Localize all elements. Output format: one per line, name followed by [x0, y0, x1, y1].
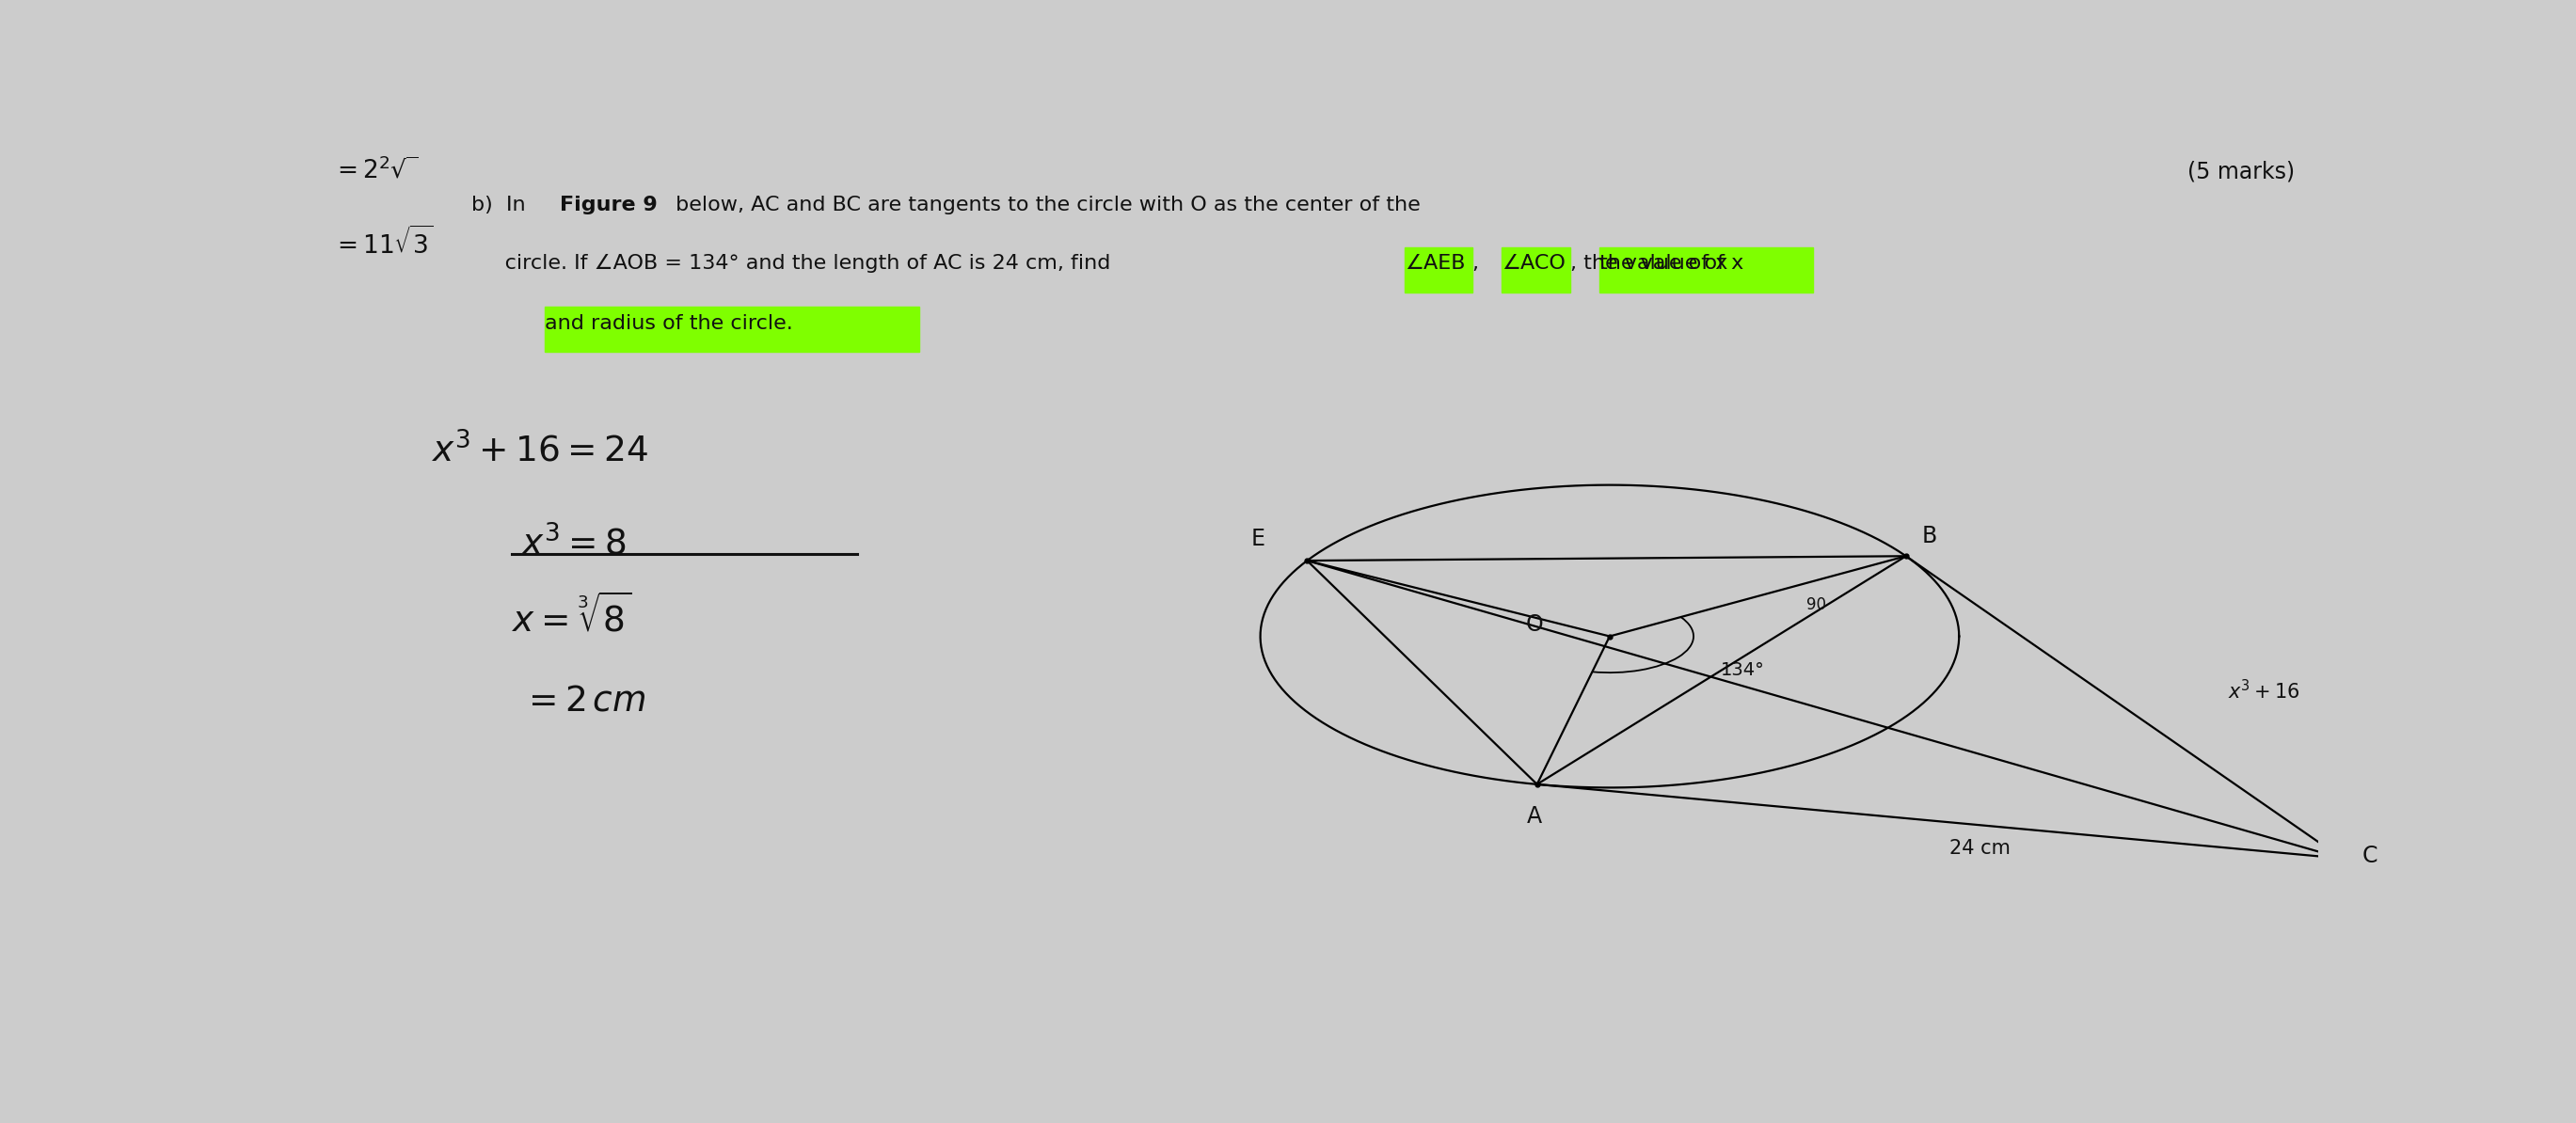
Text: below, AC and BC are tangents to the circle with O as the center of the: below, AC and BC are tangents to the cir…	[670, 195, 1422, 214]
Text: ∠ACO: ∠ACO	[1502, 254, 1566, 273]
Text: E: E	[1252, 527, 1265, 550]
Text: Figure 9: Figure 9	[559, 195, 657, 214]
Text: O: O	[1525, 613, 1543, 636]
Text: ∠AEB: ∠AEB	[1404, 254, 1466, 273]
Text: A: A	[1528, 805, 1543, 828]
Text: and radius of the circle.: and radius of the circle.	[544, 313, 793, 332]
Text: (5 marks): (5 marks)	[2187, 161, 2295, 183]
Text: , the value of x: , the value of x	[1571, 254, 1728, 273]
Text: 24 cm: 24 cm	[1950, 839, 2009, 858]
Text: $x^3 + 16$: $x^3 + 16$	[2228, 678, 2300, 702]
Text: b)  In: b) In	[471, 195, 533, 214]
Text: 134°: 134°	[1721, 661, 1765, 679]
Text: ,: ,	[1473, 254, 1486, 273]
FancyBboxPatch shape	[1600, 247, 1814, 292]
FancyBboxPatch shape	[1502, 247, 1571, 292]
Text: C: C	[2362, 844, 2378, 867]
Text: $x^3 = 8$: $x^3 = 8$	[520, 526, 626, 563]
FancyBboxPatch shape	[1404, 247, 1473, 292]
Text: $x^3+16 = 24$: $x^3+16 = 24$	[433, 433, 649, 469]
FancyBboxPatch shape	[544, 307, 920, 351]
Text: $= 2\,cm$: $= 2\,cm$	[520, 684, 647, 718]
Text: $= 2^2\sqrt{\,}$: $= 2^2\sqrt{\,}$	[332, 156, 417, 183]
Text: 90: 90	[1806, 596, 1826, 613]
Text: $= 11\sqrt{3}$: $= 11\sqrt{3}$	[332, 226, 433, 258]
Text: B: B	[1922, 524, 1937, 547]
Text: $x = \sqrt[3]{8}$: $x = \sqrt[3]{8}$	[513, 595, 631, 639]
Text: circle. If ∠AOB = 134° and the length of AC is 24 cm, find: circle. If ∠AOB = 134° and the length of…	[471, 254, 1118, 273]
Text: the value of x: the value of x	[1600, 254, 1744, 273]
